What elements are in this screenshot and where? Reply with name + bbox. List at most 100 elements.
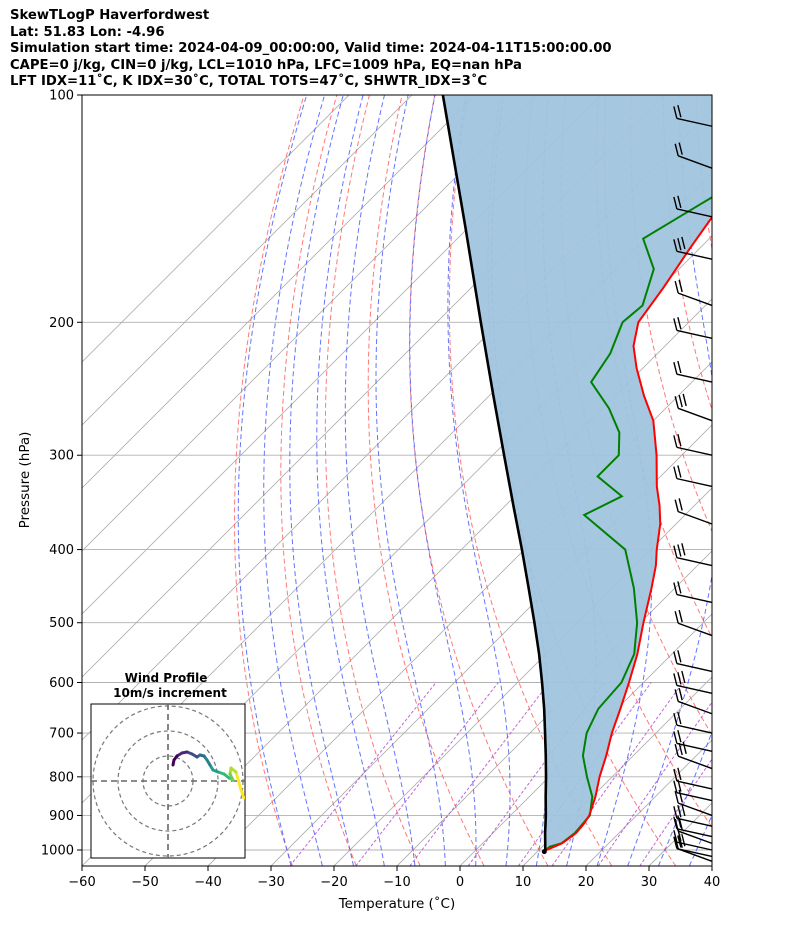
isotherm [82, 95, 539, 552]
y-tick-label: 800 [49, 770, 74, 785]
y-tick-label: 100 [49, 89, 74, 104]
barb-flag [673, 106, 678, 119]
wind-barb [673, 711, 713, 734]
dry-adiabat [729, 95, 794, 866]
barb-staff [676, 593, 713, 604]
isotherm [522, 676, 712, 866]
barb-flag [673, 435, 678, 448]
hodograph-segment [171, 758, 176, 767]
barb-flag [678, 279, 683, 293]
wind-barb [674, 741, 713, 770]
wind-barb [673, 581, 713, 604]
y-tick-label: 900 [49, 809, 74, 824]
barb-staff [676, 847, 713, 858]
barb-flag [677, 581, 682, 594]
y-tick-label: 1000 [41, 844, 74, 859]
x-tick-label: 30 [641, 875, 658, 890]
barb-flag [677, 767, 682, 781]
barb-flag [677, 730, 682, 743]
barb-flag [673, 545, 678, 558]
wind-barb [673, 650, 713, 673]
x-axis-label: Temperature (˚C) [338, 895, 456, 912]
parcel-profile-line [441, 95, 548, 853]
barb-flag [677, 105, 682, 118]
barb-staff [677, 292, 713, 307]
barb-flag [673, 318, 678, 331]
isotherm [396, 550, 712, 866]
barb-staff [677, 700, 713, 715]
wind-barb [674, 279, 713, 307]
stability-indices-1: CAPE=0 j/kg, CIN=0 j/kg, LCL=1010 hPa, L… [10, 57, 522, 73]
wind-barb [673, 803, 713, 827]
wind-barb [674, 688, 713, 715]
dry-adiabat [662, 95, 712, 412]
barb-flag [677, 672, 682, 685]
wind-barb [673, 195, 713, 218]
barb-staff [676, 117, 713, 127]
barb-flag [681, 236, 686, 250]
isotherm [82, 95, 476, 489]
barb-staff [676, 780, 713, 790]
barb-flag [674, 396, 679, 409]
wind-barbs [673, 105, 713, 862]
barb-flag [678, 609, 683, 623]
chart-header: SkewTLogP Haverfordwest Lat: 51.83 Lon: … [10, 8, 612, 91]
y-tick-label: 500 [49, 616, 74, 631]
wind-barb [674, 609, 713, 637]
isotherm [333, 487, 712, 866]
barb-flag [678, 817, 683, 831]
barb-staff [676, 792, 713, 802]
y-tick-label: 400 [49, 543, 74, 558]
barb-staff [676, 828, 713, 838]
barb-staff [676, 662, 713, 673]
y-tick-label: 300 [49, 449, 74, 464]
x-tick-label: −50 [131, 875, 158, 890]
barb-staff [676, 817, 713, 827]
x-tick-label: −40 [194, 875, 221, 890]
moist-adiabat [263, 95, 326, 866]
barb-flag [677, 544, 682, 557]
barb-staff [676, 250, 713, 260]
y-tick-label: 700 [49, 727, 74, 742]
barb-flag [674, 689, 679, 702]
isotherm [711, 865, 712, 866]
barb-flag [682, 741, 687, 754]
moist-adiabat [344, 95, 416, 866]
barb-flag [677, 465, 682, 478]
barb-staff [677, 407, 713, 422]
barb-staff [676, 208, 713, 218]
barb-flag [677, 360, 682, 374]
barb-staff [676, 742, 713, 752]
barb-flag [673, 466, 678, 479]
barb-flag [674, 280, 679, 294]
moist-adiabat [375, 95, 446, 866]
barb-flag [677, 317, 682, 330]
wind-barb [673, 730, 713, 752]
moist-adiabat [237, 95, 308, 866]
dry-adiabat [324, 95, 421, 866]
hodograph-ring [117, 730, 219, 832]
wind-barb [673, 543, 713, 567]
dry-adiabat [280, 95, 357, 866]
mixing-ratio-line [289, 682, 437, 866]
barb-flag [673, 673, 678, 686]
wind-barb [673, 465, 713, 488]
barb-staff [676, 329, 713, 339]
x-tick-label: −20 [320, 875, 347, 890]
barb-flag [673, 806, 678, 819]
barb-flag [673, 768, 678, 782]
cape-cin-fill [442, 95, 712, 852]
isotherm [82, 95, 350, 363]
temperature-line [543, 215, 712, 852]
x-tick-label: 40 [704, 875, 721, 890]
barb-flag [673, 239, 678, 252]
hodograph-plot [91, 704, 245, 858]
barb-flag [677, 195, 682, 208]
moist-adiabat [409, 95, 477, 866]
barb-staff [677, 830, 713, 845]
barb-flag [681, 670, 686, 684]
x-tick-label: 10 [515, 875, 532, 890]
dry-adiabat [367, 95, 485, 866]
barb-flag [678, 789, 683, 803]
